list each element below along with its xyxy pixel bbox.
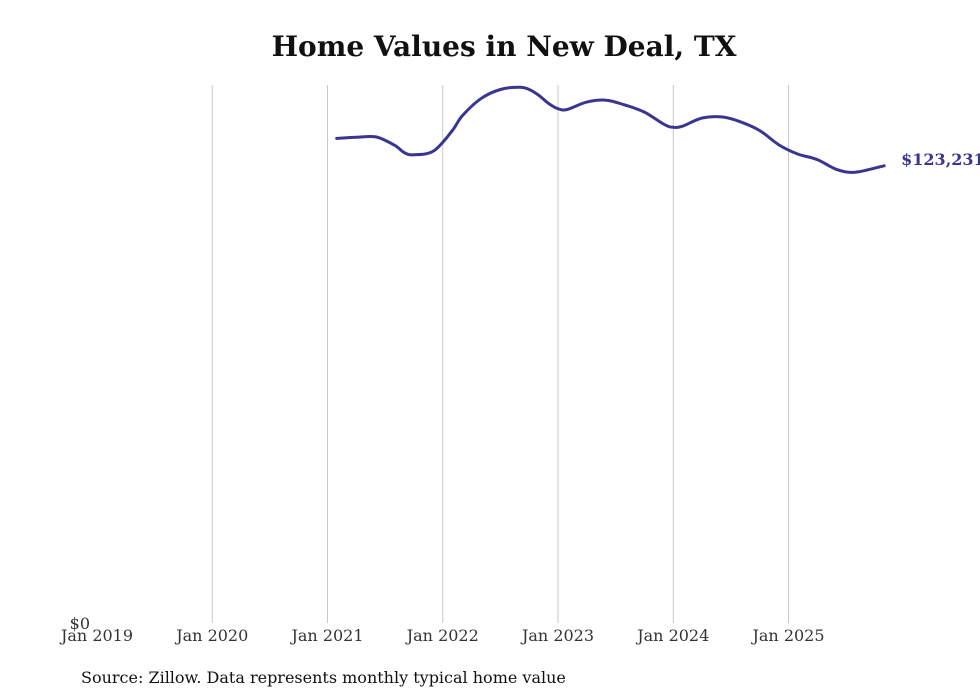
y-tick-label: $0 — [70, 614, 90, 633]
data-point — [663, 123, 666, 126]
series-line-0 — [335, 85, 886, 174]
data-point — [758, 129, 761, 132]
data-point — [393, 144, 396, 147]
data-point — [835, 168, 838, 171]
data-point — [374, 135, 377, 138]
data-point — [461, 114, 464, 117]
data-point — [537, 94, 540, 97]
data-point — [547, 102, 550, 105]
data-point — [479, 97, 482, 100]
data-point — [557, 107, 560, 110]
data-point — [335, 137, 338, 140]
data-point — [701, 117, 704, 120]
data-point — [566, 108, 569, 111]
data-point — [432, 150, 435, 153]
data-point — [883, 164, 886, 167]
data-point — [796, 153, 799, 156]
data-point — [518, 86, 521, 89]
data-point — [672, 126, 675, 129]
chart-title: Home Values in New Deal, TX — [271, 30, 737, 63]
x-tick-label: Jan 2019 — [59, 626, 133, 645]
x-tick-label: Jan 2020 — [174, 626, 248, 645]
x-tick-label: Jan 2025 — [750, 626, 824, 645]
data-point — [778, 144, 781, 147]
data-point — [412, 153, 415, 156]
data-point — [450, 130, 453, 133]
data-point — [403, 151, 406, 154]
data-point — [643, 111, 646, 114]
data-point — [605, 99, 608, 102]
data-point — [854, 171, 857, 174]
data-point — [499, 88, 502, 91]
data-point — [355, 136, 358, 139]
x-tick-label: Jan 2023 — [520, 626, 594, 645]
data-point — [528, 88, 531, 91]
x-tick-label: Jan 2024 — [635, 626, 709, 645]
data-point — [681, 125, 684, 128]
data-point — [816, 158, 819, 161]
end-value-label: $123,231 — [901, 150, 980, 169]
data-point — [720, 115, 723, 118]
x-tick-label: Jan 2022 — [405, 626, 479, 645]
data-point — [739, 120, 742, 123]
source-note: Source: Zillow. Data represents monthly … — [81, 668, 566, 687]
data-point — [585, 101, 588, 104]
x-tick-label: Jan 2021 — [289, 626, 363, 645]
data-point — [623, 104, 626, 107]
